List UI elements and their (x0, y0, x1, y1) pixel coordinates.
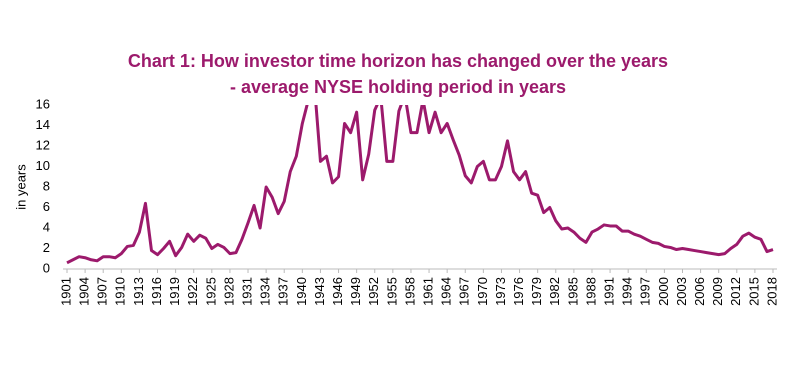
x-tick-label: 1931 (239, 277, 254, 306)
x-tick-label: 1943 (312, 277, 327, 306)
x-tick-label: 2018 (764, 277, 779, 306)
x-tick-label: 2000 (656, 277, 671, 306)
chart-subtitle: - average NYSE holding period in years (230, 77, 566, 97)
y-tick-label: 12 (36, 137, 50, 152)
x-tick-label: 1949 (348, 277, 363, 306)
x-tick-label: 1994 (620, 277, 635, 306)
x-tick-label: 1946 (330, 277, 345, 306)
x-tick-label: 1976 (511, 277, 526, 306)
x-tick-label: 1913 (131, 277, 146, 306)
x-tick-label: 2003 (674, 277, 689, 306)
y-tick-label: 14 (36, 117, 50, 132)
x-tick-label: 1988 (583, 277, 598, 306)
y-tick-label: 2 (43, 240, 50, 255)
x-tick-label: 1955 (384, 277, 399, 306)
x-tick-label: 2006 (692, 277, 707, 306)
x-tick-label: 1997 (638, 277, 653, 306)
y-tick-label: 4 (43, 219, 50, 234)
x-tick-label: 1985 (565, 277, 580, 306)
x-tick-label: 1910 (113, 277, 128, 306)
x-tick-label: 1952 (366, 277, 381, 306)
x-tick-label: 1991 (602, 277, 617, 306)
x-tick-label: 1958 (402, 277, 417, 306)
x-tick-label: 1928 (221, 277, 236, 306)
x-tick-label: 1967 (457, 277, 472, 306)
x-tick-label: 1964 (439, 277, 454, 306)
x-tick-label: 1979 (529, 277, 544, 306)
y-tick-label: 16 (36, 96, 50, 111)
x-tick-label: 1907 (95, 277, 110, 306)
x-tick-label: 1919 (167, 277, 182, 306)
x-tick-label: 2009 (710, 277, 725, 306)
x-tick-label: 1904 (77, 277, 92, 306)
y-tick-label: 10 (36, 158, 50, 173)
x-tick-label: 1961 (420, 277, 435, 306)
x-tick-label: 1982 (547, 277, 562, 306)
x-tick-label: 1901 (58, 277, 73, 306)
x-tick-label: 1973 (493, 277, 508, 306)
chart-title: Chart 1: How investor time horizon has c… (128, 51, 668, 71)
x-tick-label: 1916 (149, 277, 164, 306)
y-tick-label: 0 (43, 260, 50, 275)
y-axis-label: in years (13, 164, 28, 210)
y-tick-label: 6 (43, 199, 50, 214)
x-tick-label: 1922 (185, 277, 200, 306)
x-tick-label: 1934 (258, 277, 273, 306)
y-tick-label: 8 (43, 178, 50, 193)
data-line (66, 105, 774, 265)
x-tick-label: 1937 (276, 277, 291, 306)
x-tick-label: 1940 (294, 277, 309, 306)
x-tick-label: 1925 (203, 277, 218, 306)
x-tick-label: 1970 (475, 277, 490, 306)
x-tick-label: 2012 (728, 277, 743, 306)
x-tick-label: 2015 (746, 277, 761, 306)
